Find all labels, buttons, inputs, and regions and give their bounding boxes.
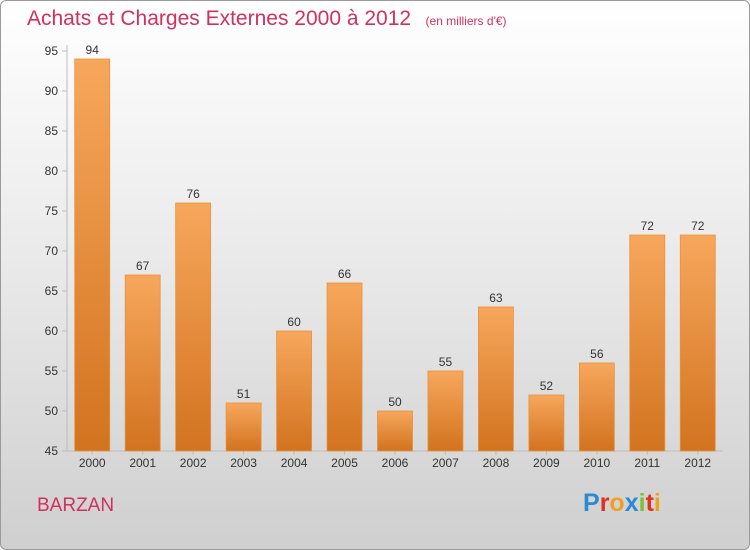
bar: [528, 394, 565, 452]
bar: [679, 234, 716, 452]
x-tick-label: 2003: [230, 456, 257, 470]
y-tick-label: 45: [45, 444, 59, 458]
x-tick-label: 2006: [382, 456, 409, 470]
bar: [377, 410, 413, 452]
data-label: 60: [287, 315, 301, 329]
data-label: 51: [237, 387, 251, 401]
chart-title: Achats et Charges Externes 2000 à 2012: [27, 7, 412, 30]
x-tick-label: 2007: [432, 456, 459, 470]
data-label: 94: [86, 43, 100, 57]
x-tick-label: 2002: [180, 456, 207, 470]
bar: [578, 362, 615, 452]
y-tick-label: 65: [45, 284, 59, 298]
bars: [74, 58, 716, 452]
x-tick-label: 2005: [331, 456, 358, 470]
proxiti-logo[interactable]: Proxiti: [583, 489, 661, 518]
y-tick-label: 55: [45, 364, 59, 378]
logo-letter: o: [609, 489, 625, 517]
data-label: 72: [691, 219, 705, 233]
data-label: 50: [388, 395, 402, 409]
bar: [225, 402, 262, 452]
x-tick-label: 2012: [684, 456, 711, 470]
title-row: Achats et Charges Externes 2000 à 2012 (…: [27, 7, 507, 31]
bar: [74, 58, 111, 452]
data-label: 56: [590, 347, 604, 361]
data-label: 72: [641, 219, 655, 233]
bar: [326, 282, 363, 452]
bar: [175, 202, 212, 452]
x-tick-label: 2000: [79, 456, 106, 470]
data-label: 55: [439, 355, 453, 369]
data-label: 66: [338, 267, 352, 281]
logo-letter: P: [583, 489, 600, 517]
bar: [629, 234, 666, 452]
y-tick-label: 85: [45, 124, 59, 138]
y-tick-label: 75: [45, 204, 59, 218]
bar: [427, 370, 464, 452]
data-label: 67: [136, 259, 150, 273]
logo-letter: x: [624, 489, 639, 517]
logo-letter: r: [599, 489, 610, 517]
chart-unit: (en milliers d'€): [425, 14, 507, 28]
x-tick-label: 2011: [634, 456, 660, 470]
y-tick-label: 50: [45, 404, 59, 418]
commune-name: BARZAN: [37, 495, 115, 516]
bar: [124, 274, 161, 452]
y-tick-label: 90: [45, 84, 59, 98]
data-label: 63: [489, 291, 503, 305]
x-tick-label: 2004: [281, 456, 308, 470]
x-tick-label: 2009: [533, 456, 560, 470]
data-label: 76: [186, 187, 200, 201]
data-labels: 94 67 76 51 60 66 50 55 63 52 56 72 72: [86, 43, 705, 409]
y-tick-label: 95: [45, 44, 59, 58]
x-tick-label: 2008: [483, 456, 510, 470]
x-tick-label: 2010: [583, 456, 610, 470]
logo-letter: i: [653, 489, 661, 517]
bar: [478, 306, 514, 452]
logo-letter: i: [638, 489, 646, 517]
logo-letter: t: [645, 489, 654, 517]
y-tick-label: 60: [45, 324, 59, 338]
bar: [276, 330, 312, 452]
y-tick-label: 70: [45, 244, 59, 258]
y-tick-label: 80: [45, 164, 59, 178]
data-label: 52: [540, 379, 554, 393]
x-tick-label: 2001: [129, 456, 156, 470]
